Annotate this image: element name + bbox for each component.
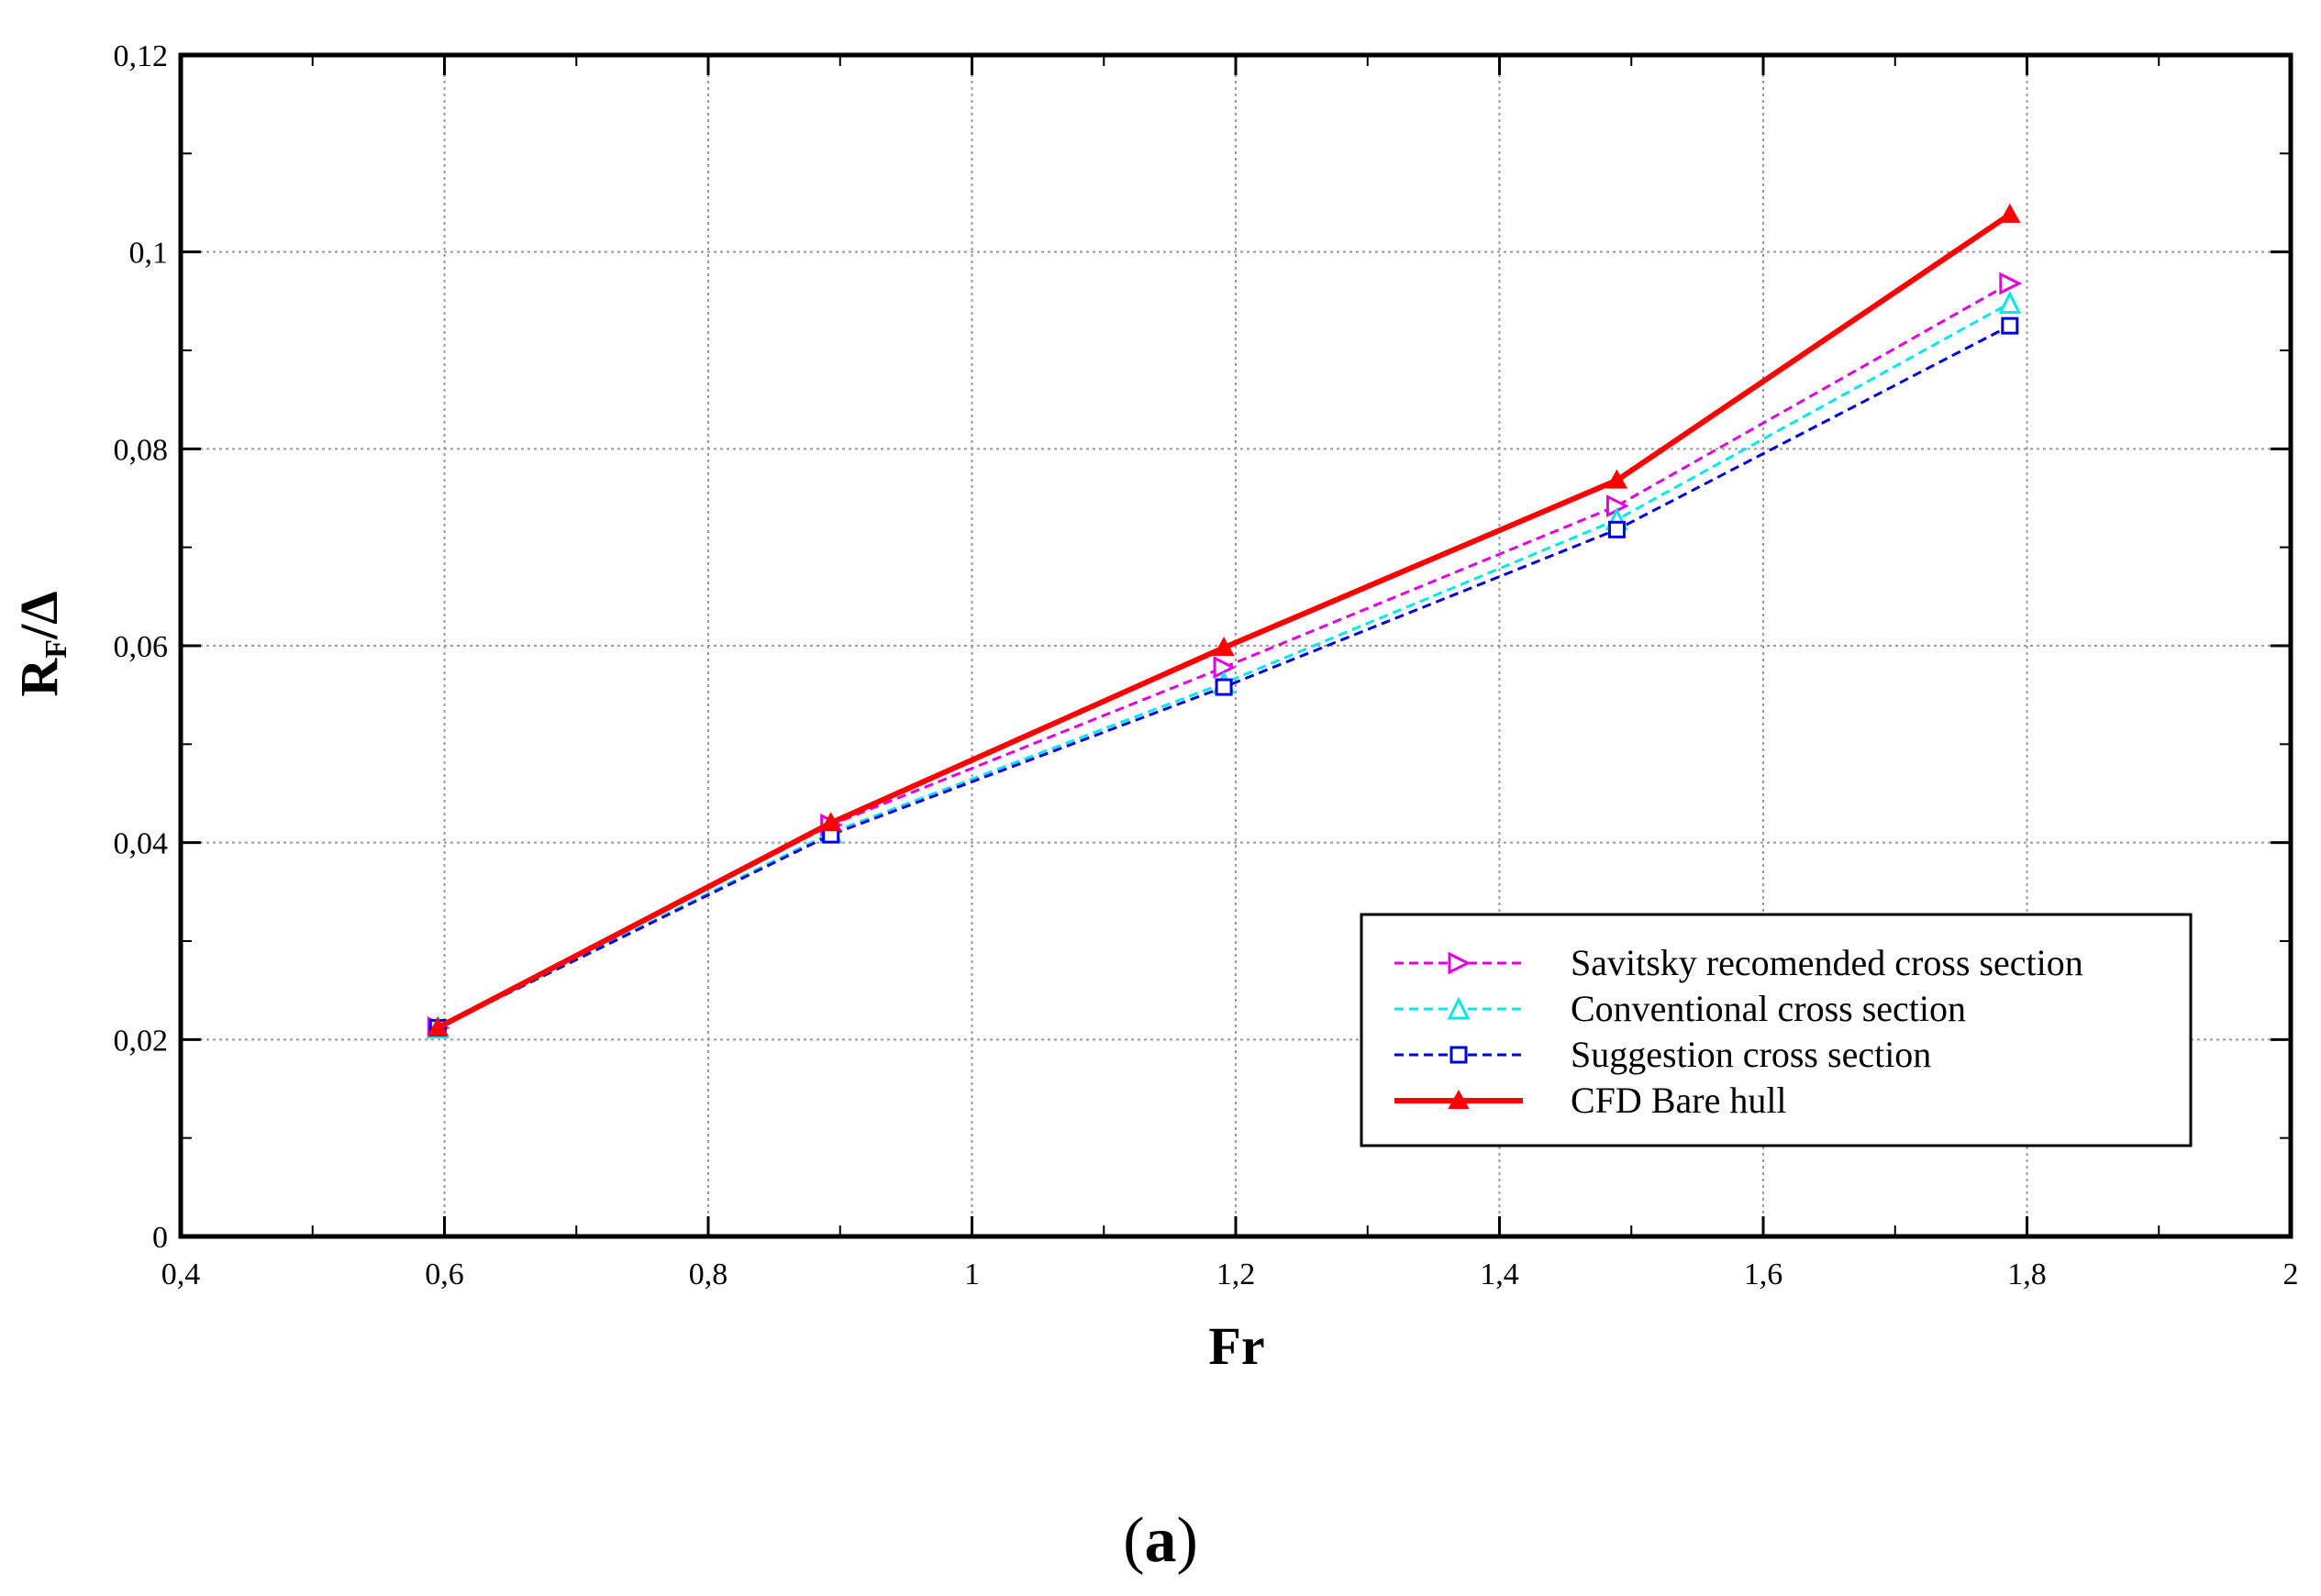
x-tick-label: 1,6 [1744, 1258, 1783, 1291]
data-point [1999, 203, 2021, 223]
data-point [819, 812, 842, 832]
legend-marker [1448, 1089, 1470, 1109]
x-tick-label: 1,4 [1480, 1258, 1519, 1291]
data-point [2001, 316, 2019, 335]
legend-item: Conventional cross section [1394, 988, 1966, 1029]
y-tick-label: 0 [152, 1221, 168, 1255]
plot-frame [178, 52, 2293, 1239]
y-axis: 0 0,02 0,04 0,06 0,08 0,1 0,12 [114, 39, 2291, 1255]
legend-label: Savitsky recomended cross section [1571, 942, 2083, 983]
legend-label: Conventional cross section [1571, 988, 1966, 1029]
y-axis-title: RF/Δ [9, 591, 73, 696]
data-point [1605, 469, 1628, 489]
figure-caption: (a) [1123, 1505, 1198, 1576]
x-tick-label: 1,2 [1216, 1258, 1256, 1291]
x-tick-label: 0,4 [161, 1258, 201, 1291]
legend-marker [1447, 996, 1471, 1020]
x-tick-label: 1,8 [2007, 1258, 2047, 1291]
data-point [1213, 637, 1235, 657]
x-tick-label: 1 [964, 1258, 980, 1291]
legend-marker [1448, 951, 1471, 975]
legend-marker [1449, 1046, 1468, 1064]
x-tick-label: 0,6 [425, 1258, 464, 1291]
legend-label: CFD Bare hull [1571, 1080, 1787, 1121]
x-tick-label: 0,8 [689, 1258, 728, 1291]
y-tick-label: 0,04 [114, 827, 169, 861]
data-point [1998, 291, 2022, 314]
legend-label: Suggestion cross section [1571, 1034, 1931, 1075]
y-tick-label: 0,12 [114, 39, 169, 73]
series-line [436, 212, 2012, 1031]
legend: Savitsky recomended cross section Convent… [1360, 913, 2193, 1147]
x-axis: 0,4 0,6 0,8 1 1,2 1,4 1,6 1,8 2 [161, 55, 2299, 1291]
legend-item: Savitsky recomended cross section [1394, 942, 2083, 983]
data-point [1999, 272, 2023, 295]
series-4 [427, 203, 2021, 1036]
series-layer [426, 203, 2023, 1039]
line-chart: 0,4 0,6 0,8 1 1,2 1,4 1,6 1,8 2 0 0,02 0,04 0,06 0,0… [9, 39, 2299, 1376]
y-tick-label: 0,02 [114, 1024, 169, 1058]
y-tick-label: 0,08 [114, 433, 169, 467]
y-tick-label: 0,1 [129, 237, 169, 271]
data-point [1215, 678, 1233, 696]
data-point [1607, 520, 1626, 538]
x-tick-label: 2 [2283, 1258, 2299, 1291]
y-tick-label: 0,06 [114, 630, 169, 664]
legend-item: CFD Bare hull [1394, 1080, 1787, 1121]
data-point [427, 1016, 450, 1036]
caption-label: a [1144, 1505, 1177, 1576]
x-axis-title: Fr [1208, 1316, 1264, 1376]
legend-item: Suggestion cross section [1394, 1034, 1931, 1075]
legend-box [1360, 913, 2193, 1147]
